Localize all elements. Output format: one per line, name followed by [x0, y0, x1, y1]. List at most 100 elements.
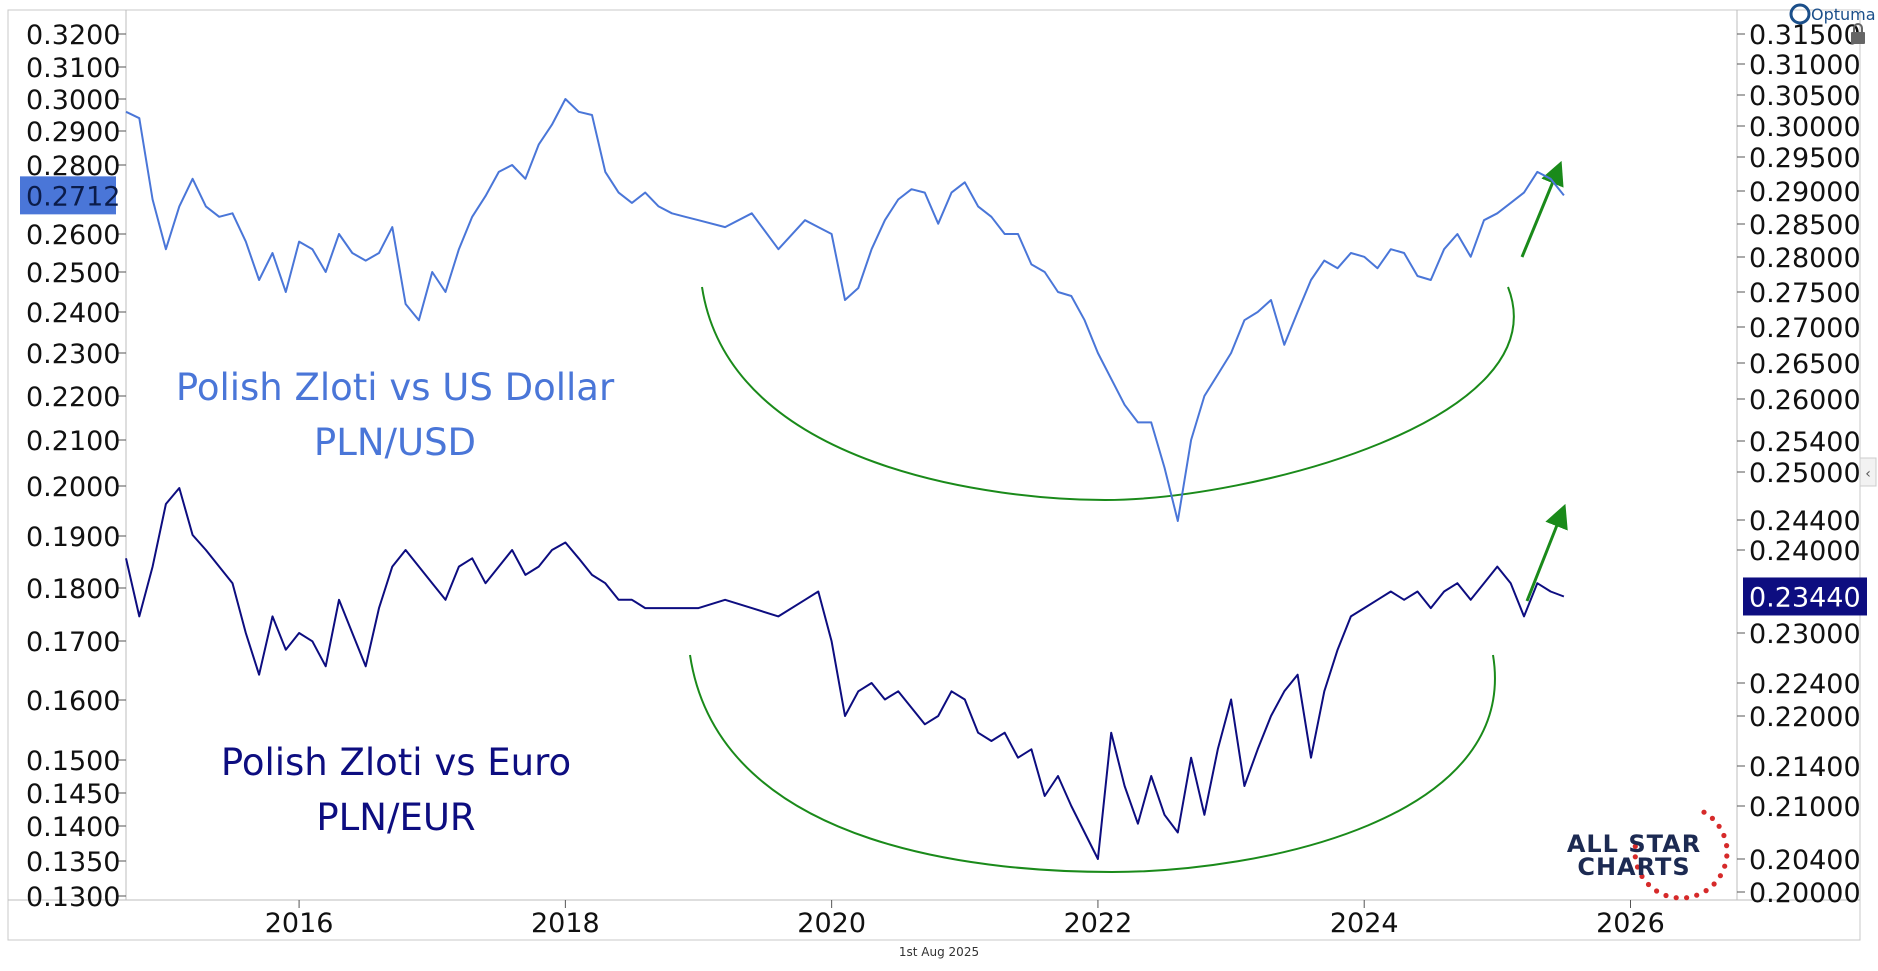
optuma-logo: Optuma — [1789, 3, 1876, 25]
left-tick-label: 0.1300 — [26, 882, 120, 913]
logo-star — [1632, 843, 1638, 850]
x-tick-label: 2024 — [1330, 908, 1399, 939]
x-tick-label: 2020 — [797, 908, 866, 939]
left-tick-label: 0.2500 — [26, 258, 120, 289]
right-tick-label: 0.28000 — [1749, 243, 1861, 274]
pln-usd-last-value-badge — [20, 176, 116, 215]
right-tick-label: 0.23000 — [1749, 619, 1861, 650]
pln-usd-subtitle: PLN/USD — [314, 421, 476, 464]
right-tick-label: 0.29000 — [1749, 177, 1861, 208]
eur-up-arrow — [1525, 503, 1568, 602]
pln-eur-last-value-badge — [1743, 577, 1867, 616]
left-tick-label: 0.2900 — [26, 117, 120, 148]
right-tick-label: 0.27500 — [1749, 278, 1861, 309]
left-tick-label: 0.1500 — [26, 746, 120, 777]
right-tick-label: 0.28500 — [1749, 210, 1861, 241]
logo-star — [1694, 892, 1700, 898]
footer-date: 1st Aug 2025 — [899, 945, 979, 959]
right-tick-label: 0.25400 — [1749, 427, 1861, 458]
right-tick-label: 0.20400 — [1749, 845, 1861, 876]
right-tick-label: 0.31500 — [1749, 20, 1861, 51]
optuma-logo-text: Optuma — [1811, 5, 1876, 24]
pln-eur-line — [125, 487, 1565, 860]
logo-star — [1632, 854, 1638, 860]
right-tick-label: 0.31000 — [1749, 50, 1861, 81]
left-tick-label: 0.3000 — [26, 85, 120, 116]
collapse-panel-handle[interactable]: ‹ — [1859, 457, 1877, 487]
logo-star — [1724, 853, 1730, 859]
pln-usd-last-value: 0.2712 — [26, 181, 120, 212]
left-tick-label: 0.1900 — [26, 522, 120, 553]
right-tick-label: 0.25000 — [1749, 458, 1861, 489]
usd-up-arrow — [1520, 160, 1564, 258]
logo-star — [1645, 881, 1652, 888]
left-tick-label: 0.1350 — [26, 847, 120, 878]
left-tick-label: 0.1600 — [26, 686, 120, 717]
logo-star — [1673, 895, 1679, 901]
left-tick-label: 0.2100 — [26, 426, 120, 457]
left-tick-label: 0.2400 — [26, 298, 120, 329]
x-axis: 2016 2018 2020 2022 2024 2026 — [265, 900, 1665, 939]
usd-bowl-arc — [701, 286, 1515, 502]
right-tick-label: 0.26000 — [1749, 385, 1861, 416]
right-tick-label: 0.22400 — [1749, 669, 1861, 700]
x-tick-label: 2018 — [531, 908, 600, 939]
x-tick-label: 2016 — [265, 908, 334, 939]
logo-star — [1711, 881, 1717, 887]
right-tick-label: 0.29500 — [1749, 143, 1861, 174]
eur-bowl-arc — [689, 654, 1496, 874]
right-tick-label: 0.20000 — [1749, 878, 1861, 909]
right-y-axis: 0.315000.310000.305000.300000.295000.290… — [1737, 20, 1861, 909]
right-tick-label: 0.27000 — [1749, 313, 1861, 344]
logo-star — [1639, 873, 1645, 880]
right-tick-label: 0.24000 — [1749, 536, 1861, 567]
left-y-axis: 0.32000.31000.30000.29000.28000.26000.25… — [26, 20, 126, 913]
pln-eur-last-value: 0.23440 — [1749, 582, 1861, 613]
logo-star — [1724, 843, 1730, 849]
pln-usd-line — [125, 98, 1565, 522]
allstarcharts-logo: ALL STAR CHARTS — [1567, 809, 1730, 901]
left-tick-label: 0.2300 — [26, 339, 120, 370]
chevron-left-icon: ‹ — [1865, 466, 1871, 482]
left-tick-label: 0.1700 — [26, 627, 120, 658]
left-tick-label: 0.2600 — [26, 220, 120, 251]
optuma-logo-icon — [1789, 3, 1811, 25]
logo-star — [1684, 895, 1690, 901]
pln-usd-title: Polish Zloti vs US Dollar — [176, 366, 615, 409]
left-tick-label: 0.3100 — [26, 53, 120, 84]
logo-star — [1701, 809, 1707, 815]
right-tick-label: 0.22000 — [1749, 702, 1861, 733]
pln-eur-title: Polish Zloti vs Euro — [221, 741, 571, 784]
series-lines — [125, 98, 1565, 860]
left-tick-label: 0.1450 — [26, 779, 120, 810]
logo-star — [1721, 832, 1727, 839]
pln-eur-subtitle: PLN/EUR — [316, 796, 475, 839]
left-tick-label: 0.1800 — [26, 574, 120, 605]
right-tick-label: 0.24400 — [1749, 506, 1861, 537]
logo-star — [1703, 888, 1709, 894]
series-labels: Polish Zloti vs US Dollar PLN/USD Polish Z… — [20, 176, 1867, 839]
x-tick-label: 2026 — [1596, 908, 1665, 939]
logo-star — [1634, 864, 1641, 870]
logo-star — [1654, 888, 1660, 894]
lock-icon[interactable] — [1851, 23, 1865, 44]
left-tick-label: 0.2000 — [26, 472, 120, 503]
right-tick-label: 0.30500 — [1749, 81, 1861, 112]
left-tick-label: 0.3200 — [26, 20, 120, 51]
logo-star — [1722, 863, 1728, 869]
logo-star — [1663, 892, 1669, 899]
left-tick-label: 0.1400 — [26, 812, 120, 843]
right-tick-label: 0.26500 — [1749, 349, 1861, 380]
allstarcharts-logo-line2: CHARTS — [1577, 853, 1690, 881]
x-tick-label: 2022 — [1064, 908, 1133, 939]
right-tick-label: 0.21000 — [1749, 792, 1861, 823]
allstarcharts-logo-line1: ALL STAR — [1567, 830, 1701, 858]
logo-star — [1709, 815, 1715, 822]
annotations — [689, 160, 1568, 874]
right-tick-label: 0.30000 — [1749, 112, 1861, 143]
logo-star — [1716, 823, 1722, 829]
right-tick-label: 0.21400 — [1749, 752, 1861, 783]
star-ring-icon — [1632, 809, 1730, 901]
left-tick-label: 0.2200 — [26, 382, 120, 413]
